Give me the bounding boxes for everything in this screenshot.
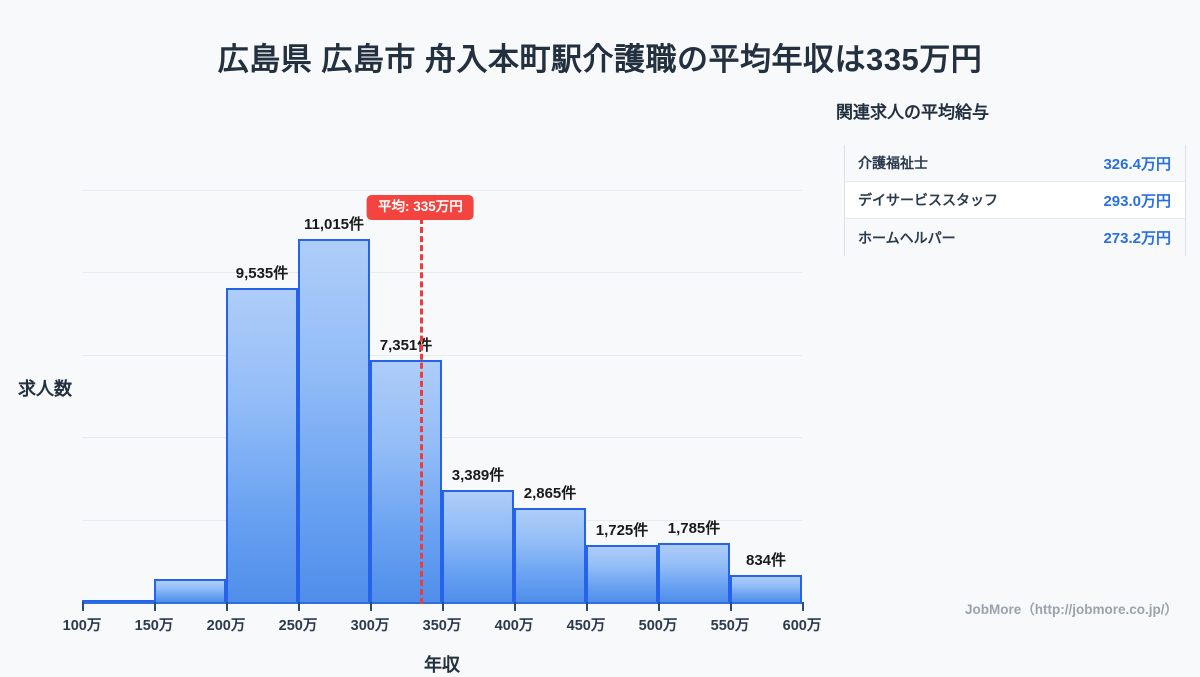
related-salary-job-name: 介護福祉士 bbox=[858, 155, 928, 171]
histogram-bar[interactable] bbox=[370, 359, 442, 602]
x-axis-tick bbox=[154, 602, 156, 611]
related-salary-amount: 293.0万円 bbox=[1103, 192, 1171, 210]
histogram-chart: 9,535件 11,015件 7,351件 3,389件 2,865件 1,725件 1,7… bbox=[0, 90, 830, 675]
bar-value-label: 7,351件 bbox=[379, 336, 433, 354]
histogram-bar[interactable] bbox=[730, 574, 802, 602]
histogram-bar[interactable] bbox=[658, 543, 730, 602]
footer-credit: JobMore（http://jobmore.co.jp/） bbox=[965, 602, 1178, 617]
gridline bbox=[82, 437, 802, 439]
gridline bbox=[82, 190, 802, 191]
average-badge: 平均: 335万円 bbox=[367, 195, 474, 220]
x-axis-tick-label: 500万 bbox=[638, 618, 678, 634]
related-salary-heading: 関連求人の平均給与 bbox=[836, 103, 989, 122]
bar-value-label: 2,865件 bbox=[523, 484, 577, 502]
x-axis-tick bbox=[442, 602, 444, 611]
histogram-bar[interactable] bbox=[442, 490, 514, 602]
x-axis-tick bbox=[226, 602, 228, 611]
bar-slot: 834件 bbox=[730, 190, 802, 602]
gridline bbox=[82, 272, 802, 274]
bar-value-label: 834件 bbox=[745, 551, 787, 569]
bar-slot bbox=[154, 190, 226, 602]
histogram-bar[interactable] bbox=[586, 545, 658, 602]
related-salary-job-name: ホームヘルパー bbox=[858, 229, 956, 246]
x-axis-tick bbox=[370, 602, 372, 611]
bar-slot: 1,725件 bbox=[586, 190, 658, 602]
bar-slot: 7,351件 bbox=[370, 190, 442, 602]
histogram-bar[interactable] bbox=[154, 579, 226, 602]
x-axis-tick-label: 550万 bbox=[710, 618, 750, 634]
bar-slot: 11,015件 bbox=[298, 190, 370, 602]
bar-slot: 9,535件 bbox=[226, 190, 298, 602]
x-axis-tick bbox=[658, 602, 660, 611]
histogram-bar[interactable] bbox=[226, 287, 298, 602]
histogram-bar[interactable] bbox=[82, 600, 154, 602]
average-line bbox=[420, 218, 424, 604]
related-salary-amount: 326.4万円 bbox=[1103, 155, 1171, 173]
related-salary-table: 介護福祉士 326.4万円デイサービススタッフ 293.0万円ホームヘルパー 273.… bbox=[844, 145, 1186, 256]
x-axis-tick-label: 450万 bbox=[566, 618, 606, 634]
histogram-bar[interactable] bbox=[298, 238, 370, 602]
bar-slot: 1,785件 bbox=[658, 190, 730, 602]
bar-value-label: 1,785件 bbox=[667, 520, 721, 538]
x-axis-tick bbox=[82, 602, 84, 611]
x-axis-tick-label: 150万 bbox=[134, 618, 174, 634]
x-axis-tick-label: 400万 bbox=[494, 618, 534, 634]
x-axis-tick-label: 250万 bbox=[278, 618, 318, 634]
chart-bars: 9,535件 11,015件 7,351件 3,389件 2,865件 1,725件 1,7… bbox=[82, 190, 802, 602]
bar-value-label: 9,535件 bbox=[235, 264, 289, 282]
page-title: 広島県 広島市 舟入本町駅介護職の平均年収は335万円 bbox=[217, 42, 983, 77]
y-axis-title: 求人数 bbox=[18, 379, 72, 399]
related-salary-panel: 関連求人の平均給与 介護福祉士 326.4万円デイサービススタッフ 293.0万円ホ… bbox=[836, 98, 1186, 256]
x-axis-tick-label: 300万 bbox=[350, 618, 390, 634]
x-axis-tick-label: 600万 bbox=[782, 618, 822, 634]
x-axis-tick-label: 200万 bbox=[206, 618, 246, 634]
x-axis-tick bbox=[730, 602, 732, 611]
x-axis-tick bbox=[514, 602, 516, 611]
x-axis-tick bbox=[586, 602, 588, 611]
x-axis-tick-label: 100万 bbox=[62, 618, 102, 634]
bar-value-label: 3,389件 bbox=[451, 467, 505, 485]
bar-value-label: 1,725件 bbox=[595, 522, 649, 540]
x-axis-tick bbox=[298, 602, 300, 611]
x-axis-tick bbox=[802, 602, 804, 611]
x-axis-tick-label: 350万 bbox=[422, 618, 462, 634]
related-salary-amount: 273.2万円 bbox=[1103, 230, 1171, 247]
related-salary-row[interactable]: 介護福祉士 326.4万円 bbox=[845, 145, 1185, 182]
bar-slot bbox=[82, 190, 154, 602]
related-salary-row[interactable]: デイサービススタッフ 293.0万円 bbox=[845, 182, 1185, 219]
gridline bbox=[82, 354, 802, 356]
bar-slot: 3,389件 bbox=[442, 190, 514, 602]
histogram-bar[interactable] bbox=[514, 507, 586, 602]
related-salary-row[interactable]: ホームヘルパー 273.2万円 bbox=[845, 219, 1185, 256]
bar-slot: 2,865件 bbox=[514, 190, 586, 602]
x-axis-title: 年収 bbox=[424, 655, 460, 675]
related-salary-job-name: デイサービススタッフ bbox=[858, 192, 998, 208]
bar-value-label: 11,015件 bbox=[303, 215, 365, 233]
